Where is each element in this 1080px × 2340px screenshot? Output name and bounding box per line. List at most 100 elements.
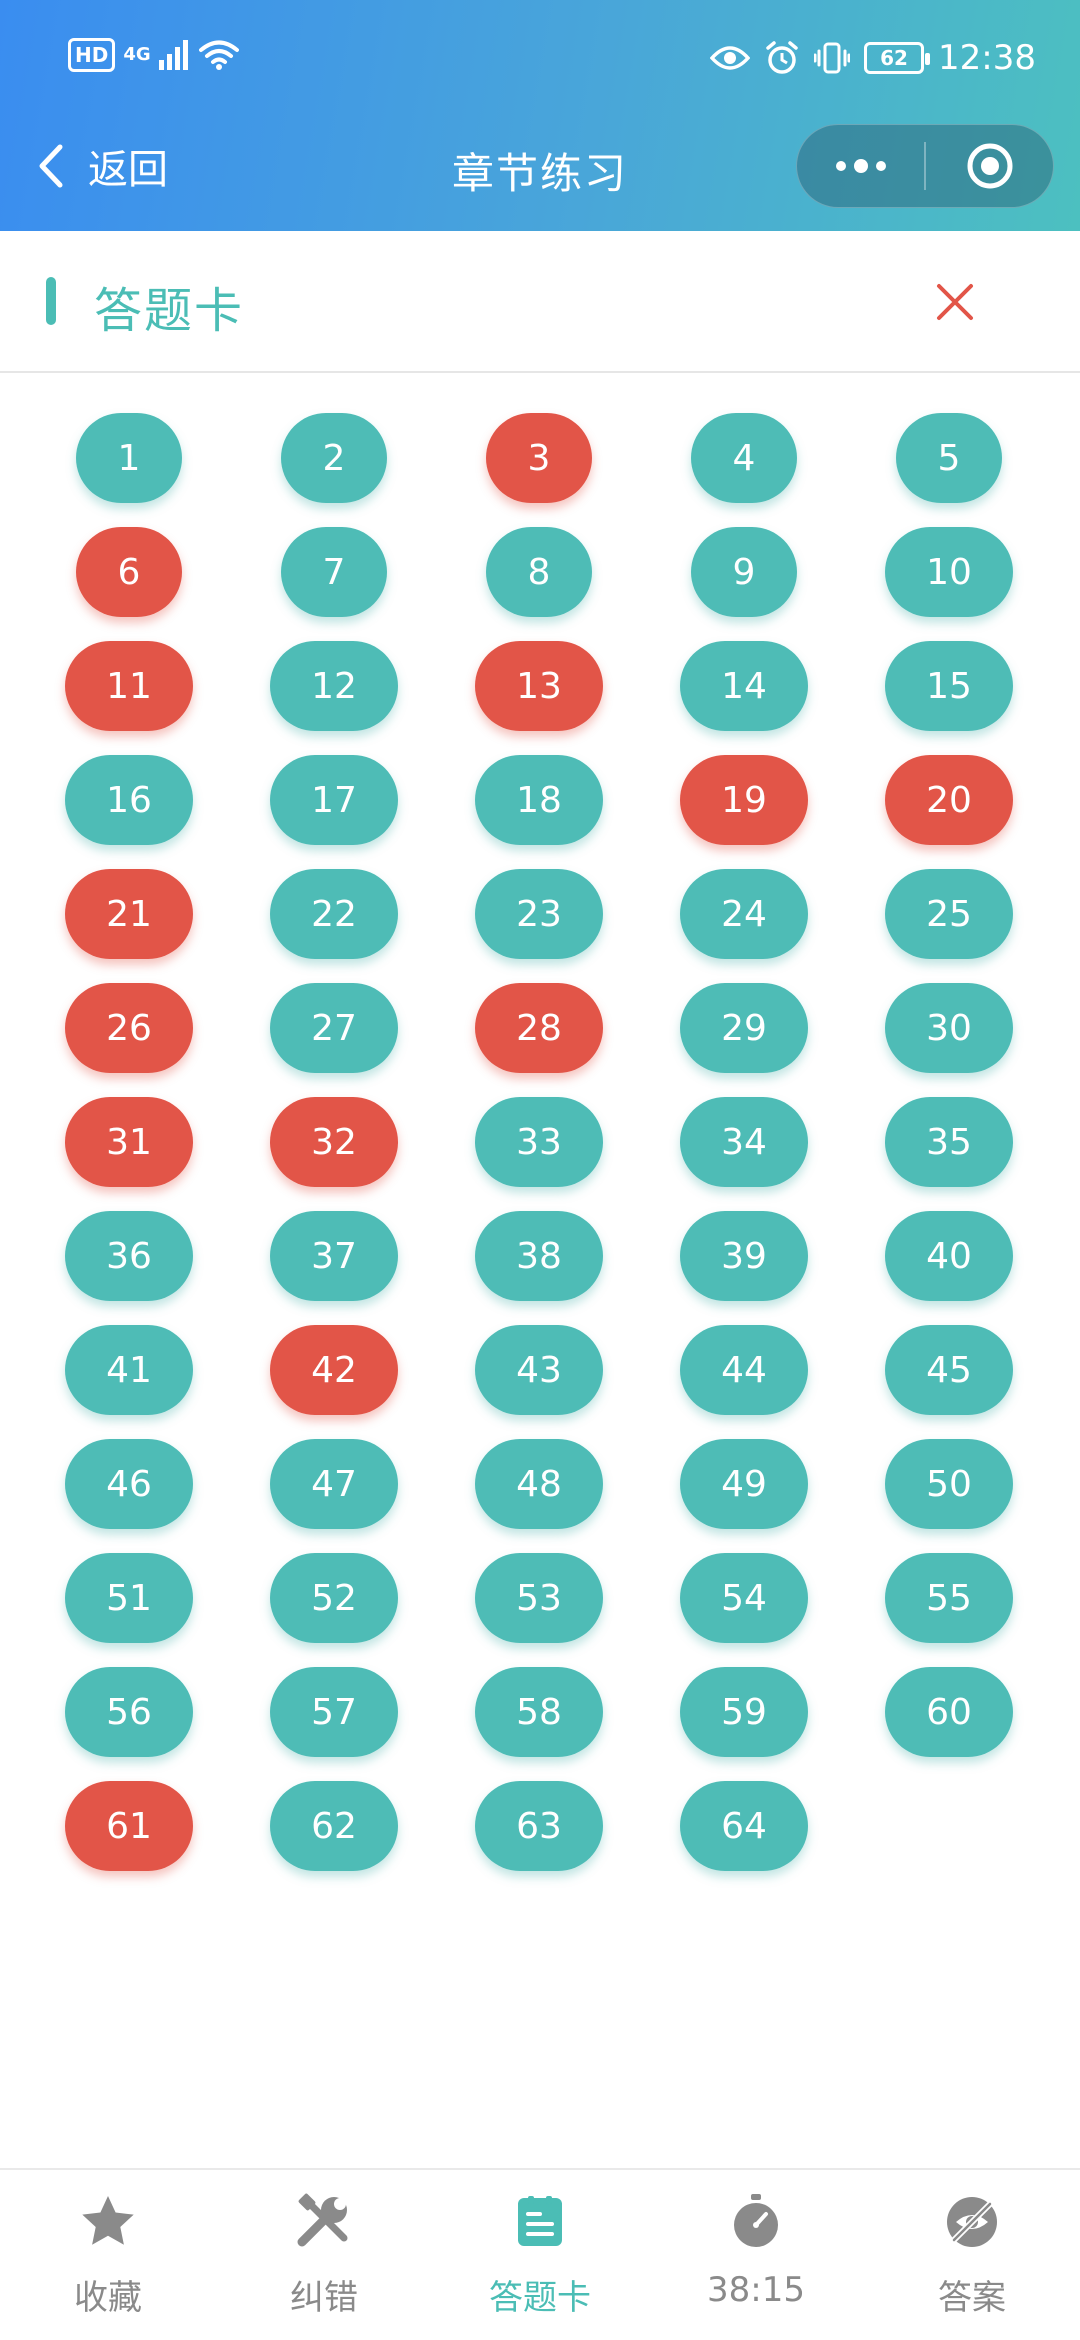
tab-timer[interactable]: 38:15 [656,2192,856,2332]
status-left: HD 4G [68,38,239,72]
signal-icon [158,40,188,70]
question-button[interactable]: 13 [475,641,603,731]
question-button[interactable]: 32 [270,1097,398,1187]
question-button[interactable]: 36 [65,1211,193,1301]
question-button[interactable]: 26 [65,983,193,1073]
question-button[interactable]: 56 [65,1667,193,1757]
question-button[interactable]: 9 [691,527,797,617]
star-icon [82,2196,134,2245]
question-button[interactable]: 24 [680,869,808,959]
question-button[interactable]: 58 [475,1667,603,1757]
question-button[interactable]: 53 [475,1553,603,1643]
question-button[interactable]: 55 [885,1553,1013,1643]
question-button[interactable]: 54 [680,1553,808,1643]
stopwatch-icon [734,2194,778,2247]
question-button[interactable]: 46 [65,1439,193,1529]
back-label: 返回 [88,147,168,193]
eye-off-icon [947,2197,997,2247]
question-button[interactable]: 15 [885,641,1013,731]
question-button[interactable]: 6 [76,527,182,617]
question-button[interactable]: 61 [65,1781,193,1871]
close-mini-program-button[interactable] [926,125,1053,207]
question-button[interactable]: 44 [680,1325,808,1415]
status-bar: HD 4G [0,30,1080,94]
mini-program-capsule [796,124,1054,208]
question-button[interactable]: 22 [270,869,398,959]
question-button[interactable]: 43 [475,1325,603,1415]
question-button[interactable]: 59 [680,1667,808,1757]
chevron-left-icon [39,144,63,188]
answer-card-title: 答题卡 [94,283,245,339]
accent-bar [46,277,56,325]
question-button[interactable]: 8 [486,527,592,617]
question-button[interactable]: 62 [270,1781,398,1871]
question-button[interactable]: 42 [270,1325,398,1415]
tab-label: 38:15 [707,2270,805,2310]
question-button[interactable]: 3 [486,413,592,503]
question-button[interactable]: 7 [281,527,387,617]
question-grid: 1 2 3 4 5 6 7 8 9 10 11 12 13 14 15 16 17 18 19 20 21 22 23 24 2… [0,373,1080,1933]
question-button[interactable]: 33 [475,1097,603,1187]
tab-report-error[interactable]: 纠错 [224,2192,424,2332]
capsule-divider [924,142,926,190]
tab-label: 答案 [938,2278,1006,2318]
question-button[interactable]: 34 [680,1097,808,1187]
question-button[interactable]: 25 [885,869,1013,959]
question-button[interactable]: 14 [680,641,808,731]
question-button[interactable]: 63 [475,1781,603,1871]
hd-badge: HD [68,38,116,72]
tab-favorite[interactable]: 收藏 [8,2192,208,2332]
question-button[interactable]: 64 [680,1781,808,1871]
tab-label: 答题卡 [489,2278,591,2318]
tab-show-answer[interactable]: 答案 [872,2192,1072,2332]
navbar: 返回 章节练习 [0,122,1080,212]
tools-icon [297,2193,348,2247]
question-button[interactable]: 37 [270,1211,398,1301]
eye-icon [710,46,751,70]
question-button[interactable]: 60 [885,1667,1013,1757]
question-button[interactable]: 40 [885,1211,1013,1301]
close-icon [937,284,973,320]
tab-answer-card[interactable]: 答题卡 [440,2192,640,2332]
question-button[interactable]: 31 [65,1097,193,1187]
answer-card-header: 答题卡 [0,231,1080,373]
question-button[interactable]: 2 [281,413,387,503]
question-button[interactable]: 38 [475,1211,603,1301]
back-button[interactable]: 返回 [36,136,168,196]
battery-indicator: 62 [864,42,931,74]
question-button[interactable]: 10 [885,527,1013,617]
question-button[interactable]: 5 [896,413,1002,503]
answer-card-icon [518,2196,562,2246]
question-button[interactable]: 52 [270,1553,398,1643]
question-button[interactable]: 21 [65,869,193,959]
question-button[interactable]: 23 [475,869,603,959]
question-button[interactable]: 49 [680,1439,808,1529]
question-button[interactable]: 29 [680,983,808,1073]
question-button[interactable]: 57 [270,1667,398,1757]
question-button[interactable]: 16 [65,755,193,845]
question-button[interactable]: 4 [691,413,797,503]
close-button[interactable] [930,277,980,327]
question-button[interactable]: 17 [270,755,398,845]
question-button[interactable]: 35 [885,1097,1013,1187]
network-type: 4G [123,44,151,65]
question-button[interactable]: 50 [885,1439,1013,1529]
question-button[interactable]: 27 [270,983,398,1073]
alarm-icon [766,41,798,74]
question-button[interactable]: 19 [680,755,808,845]
question-button[interactable]: 28 [475,983,603,1073]
question-button[interactable]: 39 [680,1211,808,1301]
question-button[interactable]: 12 [270,641,398,731]
question-button[interactable]: 20 [885,755,1013,845]
status-time: 12:38 [938,38,1036,78]
question-button[interactable]: 30 [885,983,1013,1073]
question-button[interactable]: 47 [270,1439,398,1529]
question-button[interactable]: 51 [65,1553,193,1643]
more-button[interactable] [797,125,924,207]
question-button[interactable]: 45 [885,1325,1013,1415]
question-button[interactable]: 48 [475,1439,603,1529]
question-button[interactable]: 41 [65,1325,193,1415]
question-button[interactable]: 18 [475,755,603,845]
question-button[interactable]: 11 [65,641,193,731]
question-button[interactable]: 1 [76,413,182,503]
